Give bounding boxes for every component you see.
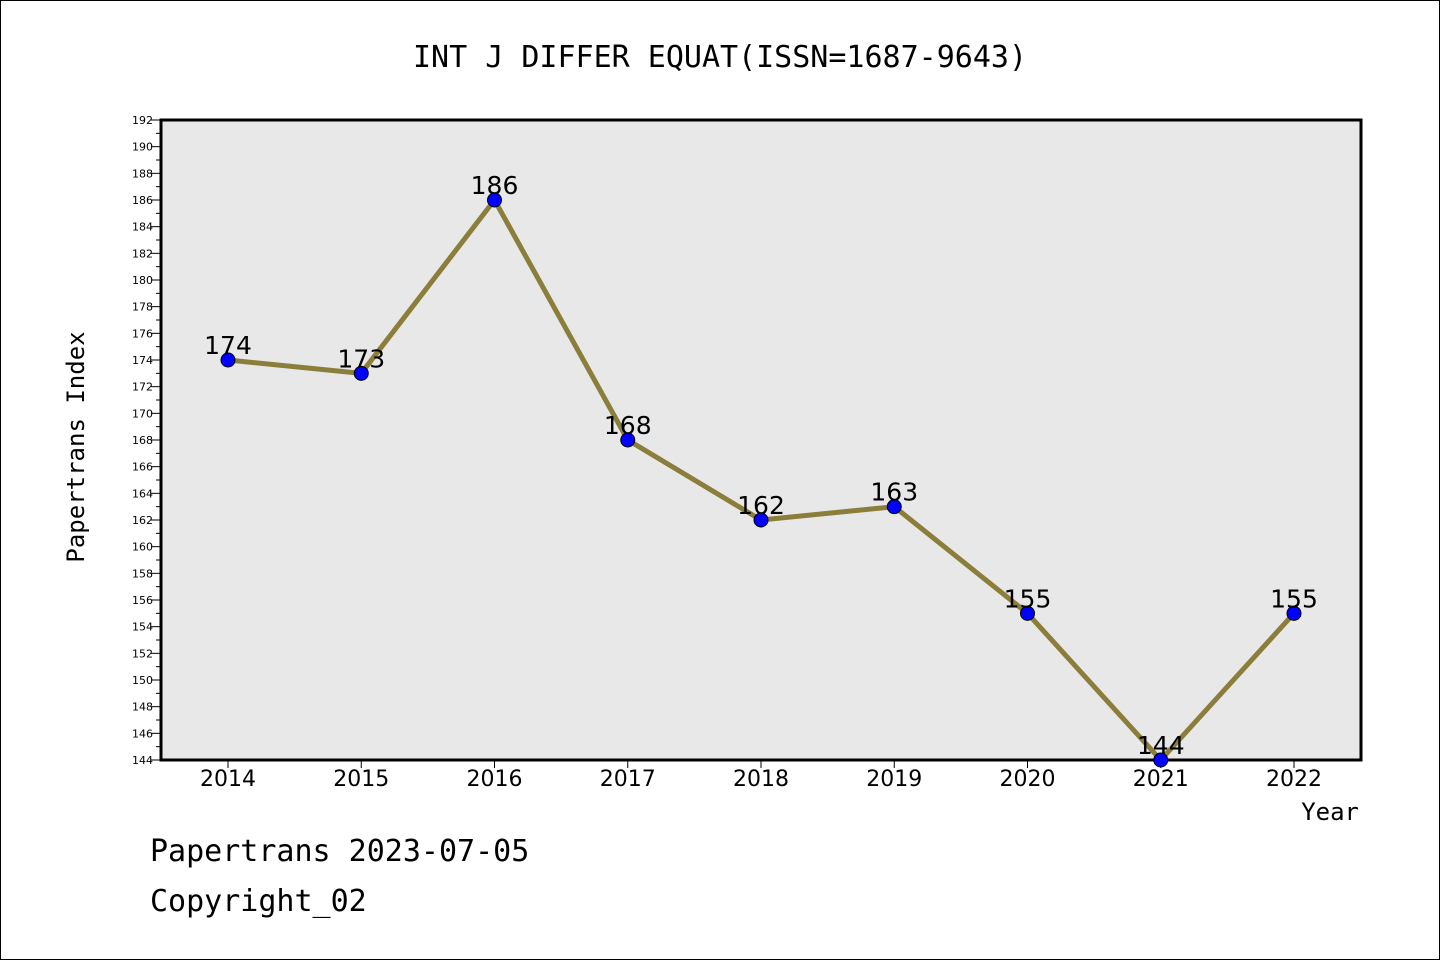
y-tick-label: 146 (132, 727, 153, 740)
footer-date: Papertrans 2023-07-05 (150, 834, 530, 869)
y-tick-label: 154 (132, 621, 153, 634)
y-tick-label: 170 (132, 407, 153, 420)
y-tick-label: 150 (132, 674, 153, 687)
data-point (353, 365, 369, 381)
y-tick-label: 190 (132, 141, 153, 154)
data-label: 174 (204, 331, 252, 360)
data-label: 155 (1004, 584, 1052, 613)
chart-title: INT J DIFFER EQUAT(ISSN=1687-9643) (413, 40, 1027, 75)
y-tick-label: 182 (132, 247, 153, 260)
y-tick-label: 166 (132, 461, 153, 474)
x-tick-label: 2015 (333, 767, 389, 792)
y-tick-label: 156 (132, 594, 153, 607)
y-tick-label: 184 (132, 221, 153, 234)
footer-copyright: Copyright_02 (150, 884, 367, 919)
y-tick-label: 188 (132, 167, 153, 180)
x-tick-label: 2016 (467, 767, 523, 792)
data-point (1020, 605, 1035, 621)
y-axis: 144 146 148 150 152 154 156 158 160 162 164 166 168 1… (132, 114, 161, 767)
y-tick-label: 174 (132, 354, 153, 367)
y-tick-label: 172 (132, 381, 153, 394)
y-tick-label: 178 (132, 301, 153, 314)
y-tick-label: 186 (132, 194, 153, 207)
y-tick-label: 162 (132, 514, 153, 527)
x-tick-label: 2022 (1266, 767, 1322, 792)
x-tick-label: 2018 (733, 767, 789, 792)
y-tick-label: 180 (132, 274, 153, 287)
x-axis: 2014 2015 2016 2017 2018 2019 2020 2021 2022 (200, 760, 1322, 792)
data-point (886, 499, 902, 515)
y-tick-label: 144 (132, 754, 153, 767)
data-label: 173 (337, 344, 385, 373)
y-tick-label: 192 (132, 114, 153, 127)
x-tick-label: 2014 (200, 767, 256, 792)
x-axis-label: Year (1301, 798, 1359, 826)
y-tick-label: 160 (132, 541, 153, 554)
y-tick-label: 158 (132, 567, 153, 580)
data-point (220, 352, 236, 368)
y-tick-label: 148 (132, 701, 153, 714)
data-label: 168 (604, 411, 652, 440)
data-label: 186 (471, 171, 519, 200)
plot-area (159, 118, 1363, 762)
data-point (487, 192, 502, 208)
y-tick-label: 152 (132, 647, 153, 660)
data-point (1153, 752, 1169, 768)
x-tick-label: 2019 (866, 767, 922, 792)
x-tick-label: 2017 (600, 767, 656, 792)
data-label: 163 (870, 478, 918, 507)
data-labels: 174 173 186 168 162 163 155 144 155 (204, 171, 1318, 760)
y-axis-label: Papertrans Index (62, 331, 90, 562)
data-point (1286, 605, 1302, 621)
data-point (620, 432, 636, 448)
data-label: 144 (1137, 731, 1185, 760)
data-point (753, 512, 769, 528)
y-tick-label: 164 (132, 487, 153, 500)
x-tick-label: 2021 (1133, 767, 1189, 792)
y-tick-label: 168 (132, 434, 153, 447)
data-label: 162 (737, 491, 785, 520)
series-line (220, 192, 1302, 768)
y-tick-label: 176 (132, 327, 153, 340)
x-tick-label: 2020 (1000, 767, 1056, 792)
data-label: 155 (1270, 584, 1318, 613)
